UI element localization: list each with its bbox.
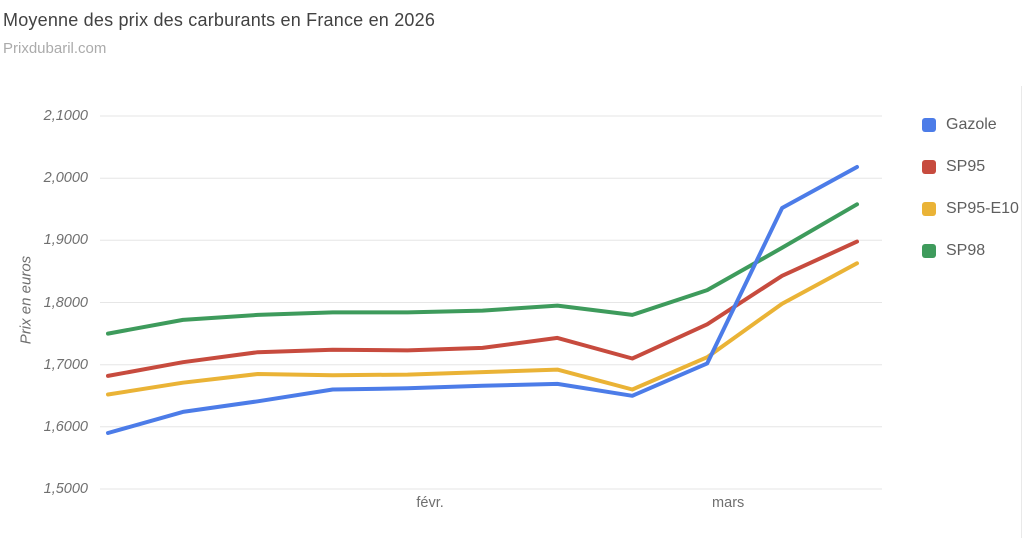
sp95-swatch-icon bbox=[922, 160, 936, 174]
legend-item-sp98[interactable]: SP98 bbox=[922, 240, 1019, 262]
chart-source-link[interactable]: Prixdubaril.com bbox=[3, 40, 107, 57]
series-line-sp95-e10[interactable] bbox=[106, 261, 859, 397]
chart-title: Moyenne des prix des carburants en Franc… bbox=[3, 10, 436, 30]
y-tick-label: 1,6000 bbox=[43, 418, 88, 435]
y-tick-label: 2,1000 bbox=[43, 108, 88, 124]
legend-label: SP98 bbox=[946, 242, 986, 259]
y-tick-label: 2,0000 bbox=[43, 170, 88, 187]
legend-item-sp95[interactable]: SP95 bbox=[922, 156, 1019, 178]
y-tick-label: 1,8000 bbox=[43, 294, 88, 311]
legend-label: Gazole bbox=[946, 116, 997, 133]
y-tick-label: 1,9000 bbox=[43, 232, 88, 249]
series-line-sp98[interactable] bbox=[106, 202, 859, 336]
legend-item-gazole[interactable]: Gazole bbox=[922, 114, 1019, 136]
sp95-e10-swatch-icon bbox=[922, 202, 936, 216]
sp98-swatch-icon bbox=[922, 244, 936, 258]
x-tick-label: févr. bbox=[416, 495, 444, 511]
legend-label: SP95-E10 bbox=[946, 200, 1019, 217]
chart-legend: Gazole SP95 SP95-E10 SP98 bbox=[922, 114, 1019, 282]
y-tick-label: 1,7000 bbox=[43, 356, 88, 373]
legend-item-sp95e10[interactable]: SP95-E10 bbox=[922, 198, 1019, 220]
legend-label: SP95 bbox=[946, 158, 986, 175]
x-tick-label: mars bbox=[712, 495, 745, 511]
series-line-gazole[interactable] bbox=[106, 165, 859, 435]
gazole-swatch-icon bbox=[922, 118, 936, 132]
window-edge-divider bbox=[1021, 86, 1022, 538]
y-tick-label: 1,5000 bbox=[43, 481, 88, 497]
